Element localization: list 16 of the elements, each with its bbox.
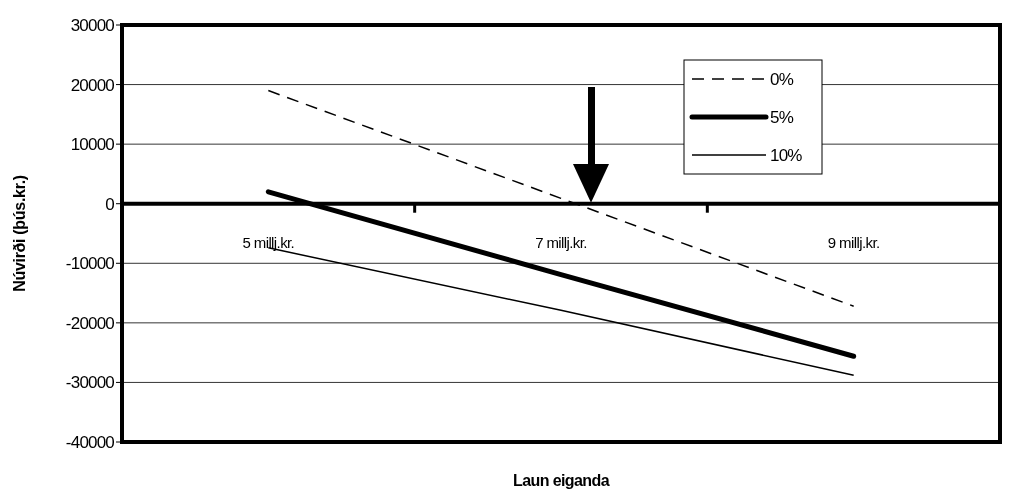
y-tick-label: -20000 [65, 313, 115, 333]
x-tick-label: 5 millj.kr. [242, 233, 295, 251]
y-axis-title: Núvirði (þús.kr.) [11, 175, 28, 292]
legend-label: 0% [770, 69, 794, 89]
y-tick-label: 0 [105, 194, 115, 214]
y-tick-label: 30000 [70, 15, 115, 35]
x-tick-label: 7 millj.kr. [535, 233, 587, 251]
y-tick-label: 10000 [70, 135, 115, 155]
legend-label: 5% [770, 107, 794, 127]
y-tick-label: -10000 [65, 254, 115, 274]
y-tick-label: -30000 [65, 373, 115, 393]
y-tick-label: -40000 [65, 432, 115, 452]
legend-label: 10% [770, 145, 803, 165]
x-axis-title: Laun eiganda [513, 472, 610, 489]
y-tick-label: 20000 [70, 75, 115, 95]
x-tick-label: 9 millj.kr. [827, 233, 880, 251]
